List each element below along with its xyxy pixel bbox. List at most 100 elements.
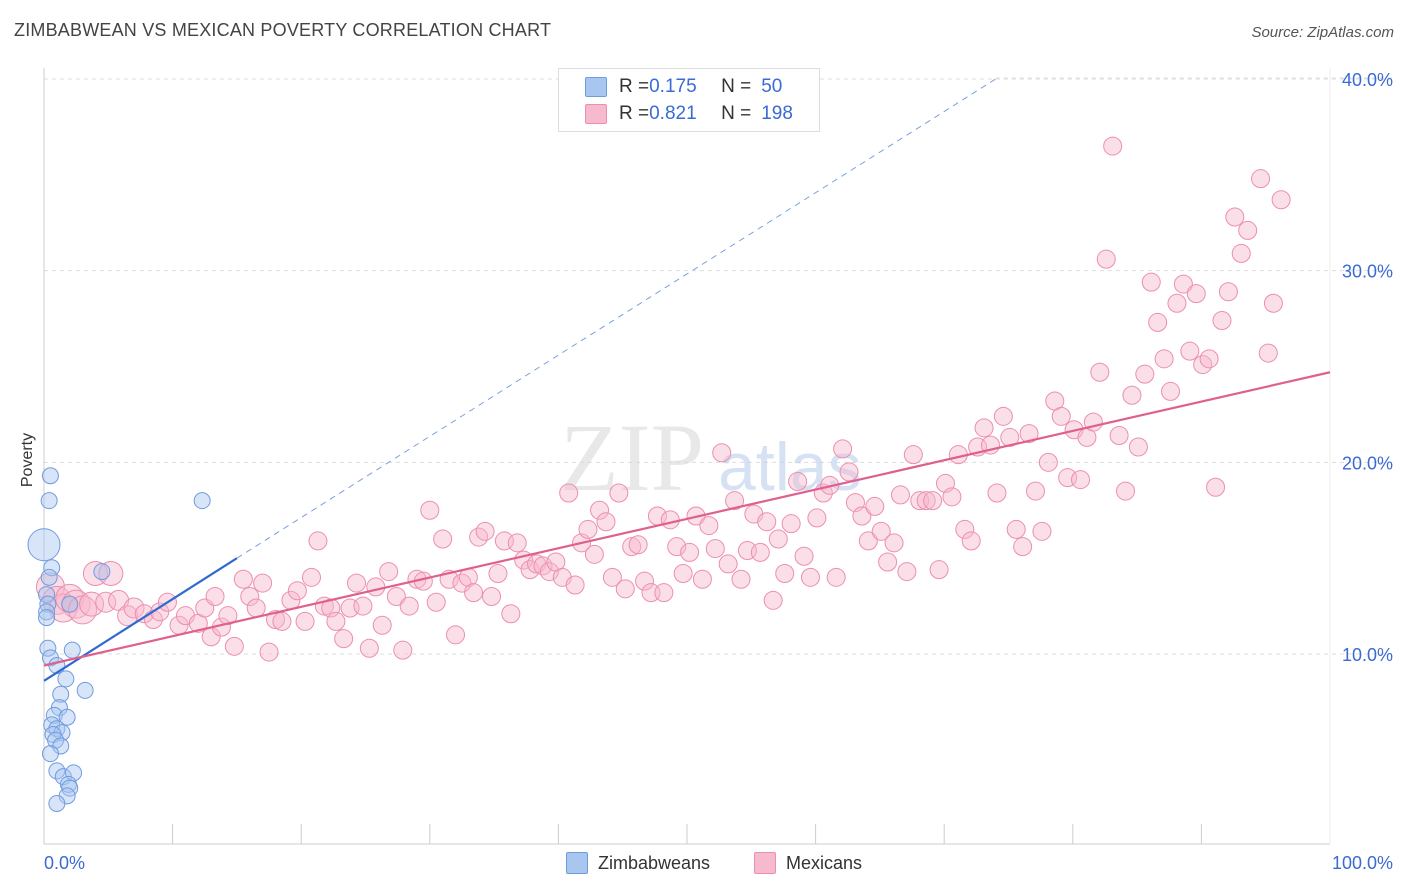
data-point	[246, 598, 266, 618]
y-tick-label: 40.0%	[1342, 70, 1393, 90]
data-point	[48, 762, 66, 780]
data-point	[76, 681, 94, 699]
data-point	[1218, 282, 1238, 302]
watermark-zip: ZIP	[560, 404, 704, 511]
data-point	[1122, 385, 1142, 405]
data-point	[386, 587, 406, 606]
data-point	[897, 562, 917, 582]
data-point	[1251, 169, 1271, 189]
data-point	[1141, 272, 1161, 292]
data-point	[1026, 481, 1046, 501]
data-point	[240, 587, 260, 606]
legend-swatch-zimbabweans	[585, 77, 607, 97]
data-point	[628, 535, 648, 555]
data-point	[464, 583, 484, 603]
data-point	[596, 512, 616, 532]
correlation-legend: R = 0.175 N = 50 R = 0.821 N = 198	[558, 68, 820, 132]
data-point	[42, 585, 72, 615]
data-point	[399, 596, 419, 616]
legend-r-value: 0.175	[649, 76, 697, 97]
data-point	[1051, 406, 1071, 426]
data-point	[705, 539, 725, 559]
trend-lines	[43, 78, 1331, 682]
data-point	[334, 629, 354, 649]
data-point	[48, 795, 66, 812]
data-point	[865, 496, 885, 516]
data-point	[420, 500, 440, 520]
data-point	[45, 706, 63, 724]
data-point	[781, 514, 801, 534]
data-point	[699, 516, 719, 536]
data-point	[308, 531, 328, 551]
legend-n-value: 198	[761, 103, 793, 124]
data-point	[40, 568, 58, 586]
data-point	[993, 406, 1013, 426]
data-point	[1116, 481, 1136, 501]
legend-row-zimbabweans: R = 0.175 N = 50	[585, 74, 782, 100]
data-point	[1167, 293, 1187, 313]
legend-swatch-mexicans	[585, 104, 607, 124]
data-point	[839, 462, 859, 482]
data-point	[41, 467, 59, 485]
data-point	[884, 533, 904, 553]
data-point	[301, 567, 321, 587]
data-point	[1000, 427, 1020, 447]
data-point	[379, 562, 399, 582]
data-point	[39, 639, 57, 657]
data-point	[929, 560, 949, 580]
data-point	[878, 552, 898, 572]
data-point	[123, 597, 145, 619]
data-point	[48, 657, 66, 674]
data-point	[1186, 284, 1206, 304]
data-point	[852, 506, 872, 526]
data-point	[833, 439, 853, 459]
data-point	[775, 564, 795, 583]
data-point	[757, 512, 777, 532]
data-point	[559, 483, 579, 503]
data-point	[41, 745, 59, 763]
x-tick-label: 100.0%	[1332, 853, 1393, 873]
data-point	[923, 491, 943, 511]
data-point	[40, 492, 58, 510]
data-point	[27, 528, 61, 562]
data-point	[1258, 343, 1278, 363]
legend-n-value: 50	[761, 76, 783, 97]
data-point	[233, 569, 253, 589]
legend-r-label: R =	[619, 76, 650, 97]
series-legend-zimbabweans: Zimbabweans	[566, 852, 710, 874]
data-point	[1173, 274, 1193, 294]
data-point	[942, 487, 962, 507]
data-point	[1096, 249, 1116, 269]
y-tick-label: 10.0%	[1342, 645, 1393, 665]
series-zimbabweans-points	[27, 467, 211, 812]
data-point	[1148, 312, 1168, 332]
data-point	[433, 529, 453, 549]
data-point	[794, 546, 814, 566]
data-point	[1038, 452, 1058, 472]
data-point	[903, 445, 923, 465]
data-point	[590, 500, 610, 520]
data-point	[38, 603, 56, 621]
data-point	[565, 575, 585, 595]
data-point	[52, 685, 70, 703]
tick-labels: 10.0% 20.0% 30.0% 40.0% 0.0% 100.0%	[44, 70, 1393, 873]
data-point	[800, 567, 820, 587]
data-point	[1180, 341, 1200, 361]
data-point	[987, 483, 1007, 503]
data-point	[346, 573, 366, 593]
chart-title: ZIMBABWEAN VS MEXICAN POVERTY CORRELATIO…	[14, 20, 552, 40]
data-point	[134, 604, 154, 624]
data-point	[1161, 381, 1181, 401]
data-point	[58, 708, 76, 726]
data-point	[79, 591, 105, 617]
data-point	[475, 521, 495, 541]
data-point	[750, 542, 770, 562]
data-point	[609, 483, 629, 503]
data-point	[578, 519, 598, 539]
data-point	[1225, 207, 1245, 227]
data-point	[1103, 136, 1123, 156]
y-tick-label: 20.0%	[1342, 453, 1393, 473]
data-point	[93, 563, 111, 581]
data-point	[731, 569, 751, 589]
data-point	[1199, 349, 1219, 369]
